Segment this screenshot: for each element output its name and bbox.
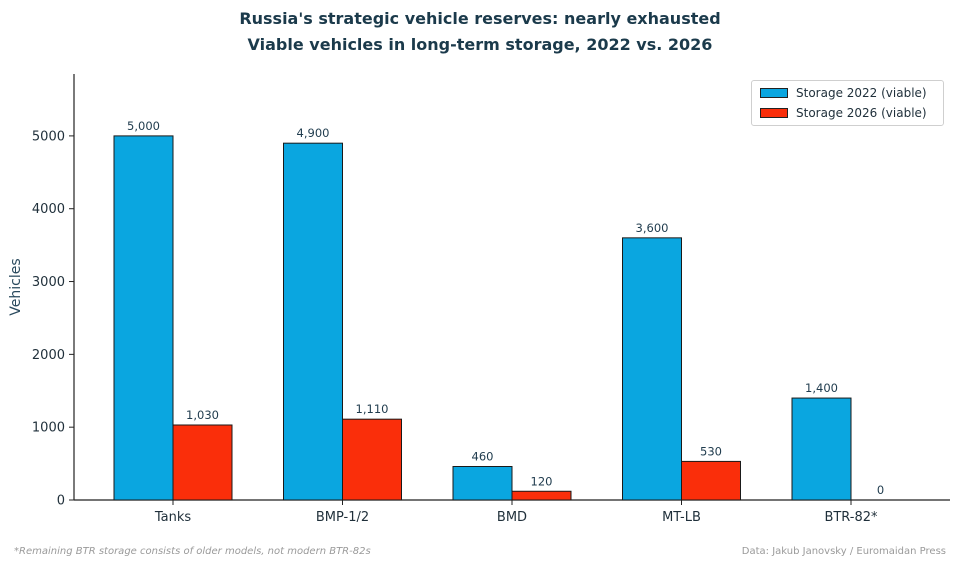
data-label: 120 (531, 474, 553, 488)
x-tick-label: Tanks (154, 510, 192, 525)
bar-2026-bmd (511, 490, 572, 501)
bar-2022-bmd (452, 466, 513, 501)
data-label: 1,400 (805, 381, 838, 395)
legend-item-2022: Storage 2022 (viable) (760, 84, 927, 102)
bar-2026-bmp12 (342, 418, 402, 501)
data-label: 530 (700, 444, 722, 458)
y-tick-label: 1000 (32, 421, 65, 436)
data-label: 5,000 (127, 119, 160, 133)
x-tick-label: BMD (497, 510, 527, 525)
x-tick-label: BMP-1/2 (316, 510, 369, 525)
y-axis-label: Vehicles (8, 258, 24, 315)
x-tick-label: BTR-82* (824, 510, 878, 525)
y-tick-label: 5000 (32, 129, 65, 144)
legend-item-2026: Storage 2026 (viable) (760, 104, 927, 122)
legend-swatch-2022 (760, 88, 788, 98)
footnote: *Remaining BTR storage consists of older… (14, 546, 371, 557)
bar-2026-mtlb (681, 460, 741, 501)
legend-swatch-2026 (760, 108, 788, 118)
y-tick-label: 0 (57, 494, 65, 509)
legend-label-2022: Storage 2022 (viable) (796, 86, 927, 100)
y-tick-label: 3000 (32, 275, 65, 290)
chart-title: Russia's strategic vehicle reserves: nea… (239, 9, 721, 28)
y-tick-label: 2000 (32, 348, 65, 363)
data-label: 460 (472, 450, 494, 464)
bar-2022-tanks (113, 135, 174, 501)
bar-2022-bmp12 (283, 142, 343, 501)
data-source: Data: Jakub Janovsky / Euromaidan Press (741, 546, 946, 557)
data-label: 1,110 (356, 402, 389, 416)
bar-2022-mtlb (622, 237, 682, 501)
legend: Storage 2022 (viable) Storage 2026 (viab… (751, 80, 944, 126)
bar-2026-tanks (172, 424, 233, 501)
data-label: 3,600 (636, 221, 669, 235)
x-tick-label: MT-LB (662, 510, 701, 525)
chart-subtitle: Viable vehicles in long-term storage, 20… (247, 35, 713, 54)
y-tick-label: 4000 (32, 202, 65, 217)
bar-2022-btr82 (791, 397, 852, 501)
data-label: 1,030 (186, 408, 219, 422)
legend-label-2026: Storage 2026 (viable) (796, 106, 927, 120)
data-label: 4,900 (297, 126, 330, 140)
data-label: 0 (877, 483, 884, 497)
